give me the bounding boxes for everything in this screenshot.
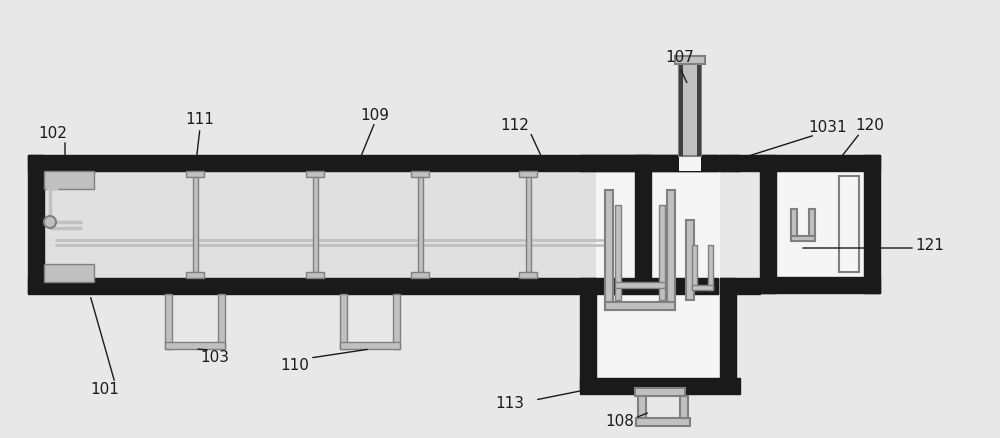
Bar [306, 171, 324, 177]
Bar [580, 278, 596, 388]
Bar [675, 56, 705, 64]
Text: 103: 103 [200, 350, 230, 365]
Bar [760, 155, 880, 171]
Bar [28, 278, 718, 294]
Bar [720, 278, 736, 388]
Bar [615, 282, 665, 288]
Bar [615, 205, 621, 300]
Bar [411, 171, 429, 177]
Bar [692, 285, 713, 290]
Bar [418, 177, 423, 272]
Bar [697, 60, 701, 156]
Text: 121: 121 [916, 237, 944, 252]
Bar [720, 278, 760, 294]
Bar [596, 171, 720, 378]
Text: 107: 107 [666, 50, 694, 66]
Bar [393, 294, 400, 349]
Bar [519, 272, 537, 278]
Bar [839, 176, 859, 272]
Bar [165, 294, 172, 349]
Bar [28, 155, 718, 171]
Bar [165, 342, 225, 349]
Bar [635, 388, 685, 396]
Bar [667, 190, 675, 310]
Bar [686, 220, 694, 300]
Bar [306, 272, 324, 278]
Bar [708, 245, 713, 290]
Bar [340, 342, 400, 349]
Bar [791, 236, 815, 241]
Bar [44, 264, 94, 282]
Bar [760, 155, 776, 293]
Text: 110: 110 [281, 357, 309, 372]
Bar [519, 171, 537, 177]
Bar [313, 177, 318, 272]
Text: 108: 108 [606, 414, 634, 430]
Bar [659, 205, 665, 300]
Bar [760, 277, 880, 293]
Bar [186, 171, 204, 177]
Bar [692, 245, 697, 290]
Bar [776, 171, 864, 277]
Bar [635, 155, 651, 293]
Bar [580, 155, 740, 171]
Text: 1031: 1031 [809, 120, 847, 135]
Bar [791, 209, 797, 241]
Bar [44, 171, 718, 278]
Bar [864, 155, 880, 293]
Text: 111: 111 [186, 113, 214, 127]
Bar [638, 396, 646, 424]
Bar [340, 294, 347, 349]
Text: 120: 120 [856, 117, 884, 133]
Bar [636, 418, 690, 426]
Bar [28, 155, 44, 293]
Bar [679, 155, 701, 171]
Bar [186, 272, 204, 278]
Bar [605, 190, 613, 310]
Bar [680, 396, 688, 424]
Bar [720, 155, 760, 171]
Bar [679, 60, 701, 156]
Bar [580, 378, 740, 394]
Text: 101: 101 [91, 382, 119, 398]
Bar [526, 177, 531, 272]
Circle shape [44, 216, 56, 228]
Bar [809, 209, 815, 241]
Text: 112: 112 [501, 117, 529, 133]
Text: 102: 102 [39, 126, 67, 141]
Bar [193, 177, 198, 272]
Bar [218, 294, 225, 349]
Bar [44, 171, 94, 189]
Text: 113: 113 [496, 396, 524, 410]
Text: 109: 109 [360, 107, 390, 123]
Bar [605, 302, 675, 310]
Bar [679, 60, 683, 156]
Bar [411, 272, 429, 278]
